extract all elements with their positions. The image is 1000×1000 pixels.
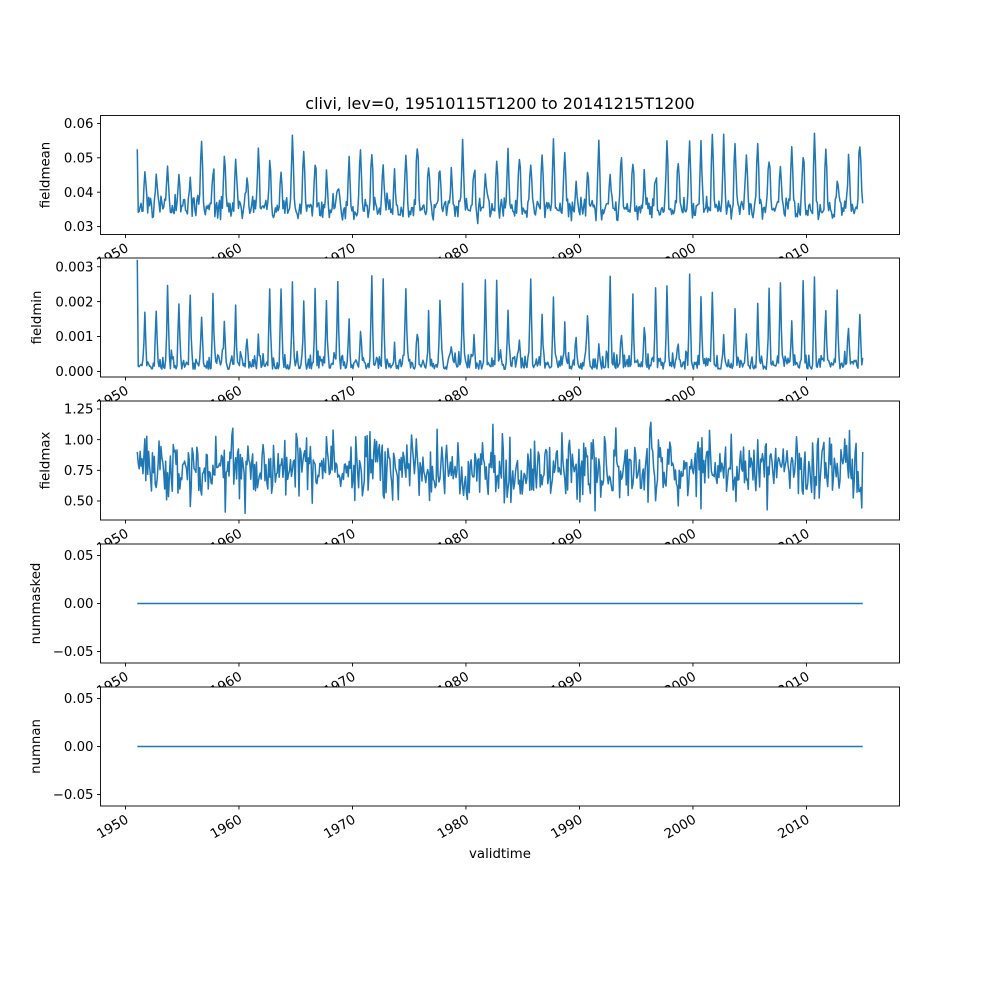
y-axis-label-fieldmean: fieldmean (38, 142, 53, 208)
y-tick-label: 0.001 (55, 330, 93, 345)
y-tick-label: 0.04 (64, 186, 94, 201)
chart-title: clivi, lev=0, 19510115T1200 to 20141215T… (305, 94, 694, 113)
y-tick-label: 0.003 (55, 260, 93, 275)
y-tick-label: 1.00 (64, 433, 94, 448)
x-tick-label: 1950 (95, 812, 132, 842)
x-tick-label: 1970 (322, 812, 359, 842)
y-tick-label: −0.05 (53, 788, 94, 803)
y-tick-label: 0.06 (64, 117, 94, 132)
subplot-numnan: −0.05 0.00 0.05 1950 1960 1970 1980 1990 2000 201… (29, 686, 900, 842)
line-series-fieldmean (136, 132, 864, 225)
line-series-fieldmin (136, 259, 864, 371)
y-axis-label-fieldmax: fieldmax (38, 432, 53, 490)
y-tick-label: 0.00 (64, 740, 94, 755)
x-axis-label: validtime (469, 847, 531, 862)
y-axis-label-nummasked: nummasked (29, 563, 44, 645)
y-tick-label: 0.05 (64, 549, 94, 564)
y-tick-label: 0.00 (64, 597, 94, 612)
y-tick-label: 0.75 (64, 464, 94, 479)
y-tick-label: 0.05 (64, 692, 94, 707)
axes-spines (100, 257, 900, 378)
y-axis-label-numnan: numnan (29, 719, 44, 774)
y-tick-label: 0.000 (55, 365, 93, 380)
y-tick-label: 1.25 (64, 403, 94, 418)
x-tick-label: 1960 (208, 812, 245, 842)
axes-spines (100, 115, 900, 235)
y-tick-label: 0.002 (55, 295, 93, 310)
y-tick-label: 0.05 (64, 151, 94, 166)
x-tick-label: 1990 (549, 812, 586, 842)
y-axis-label-fieldmin: fieldmin (30, 291, 45, 345)
line-series-fieldmax (136, 421, 864, 515)
axes-spines (100, 400, 900, 521)
y-tick-label: 0.50 (64, 495, 94, 510)
x-tick-label: 1980 (435, 812, 472, 842)
y-tick-label: 0.03 (64, 220, 94, 235)
x-tick-label: 2010 (776, 812, 813, 842)
x-tick-label: 2000 (662, 812, 699, 842)
y-tick-label: −0.05 (53, 645, 94, 660)
